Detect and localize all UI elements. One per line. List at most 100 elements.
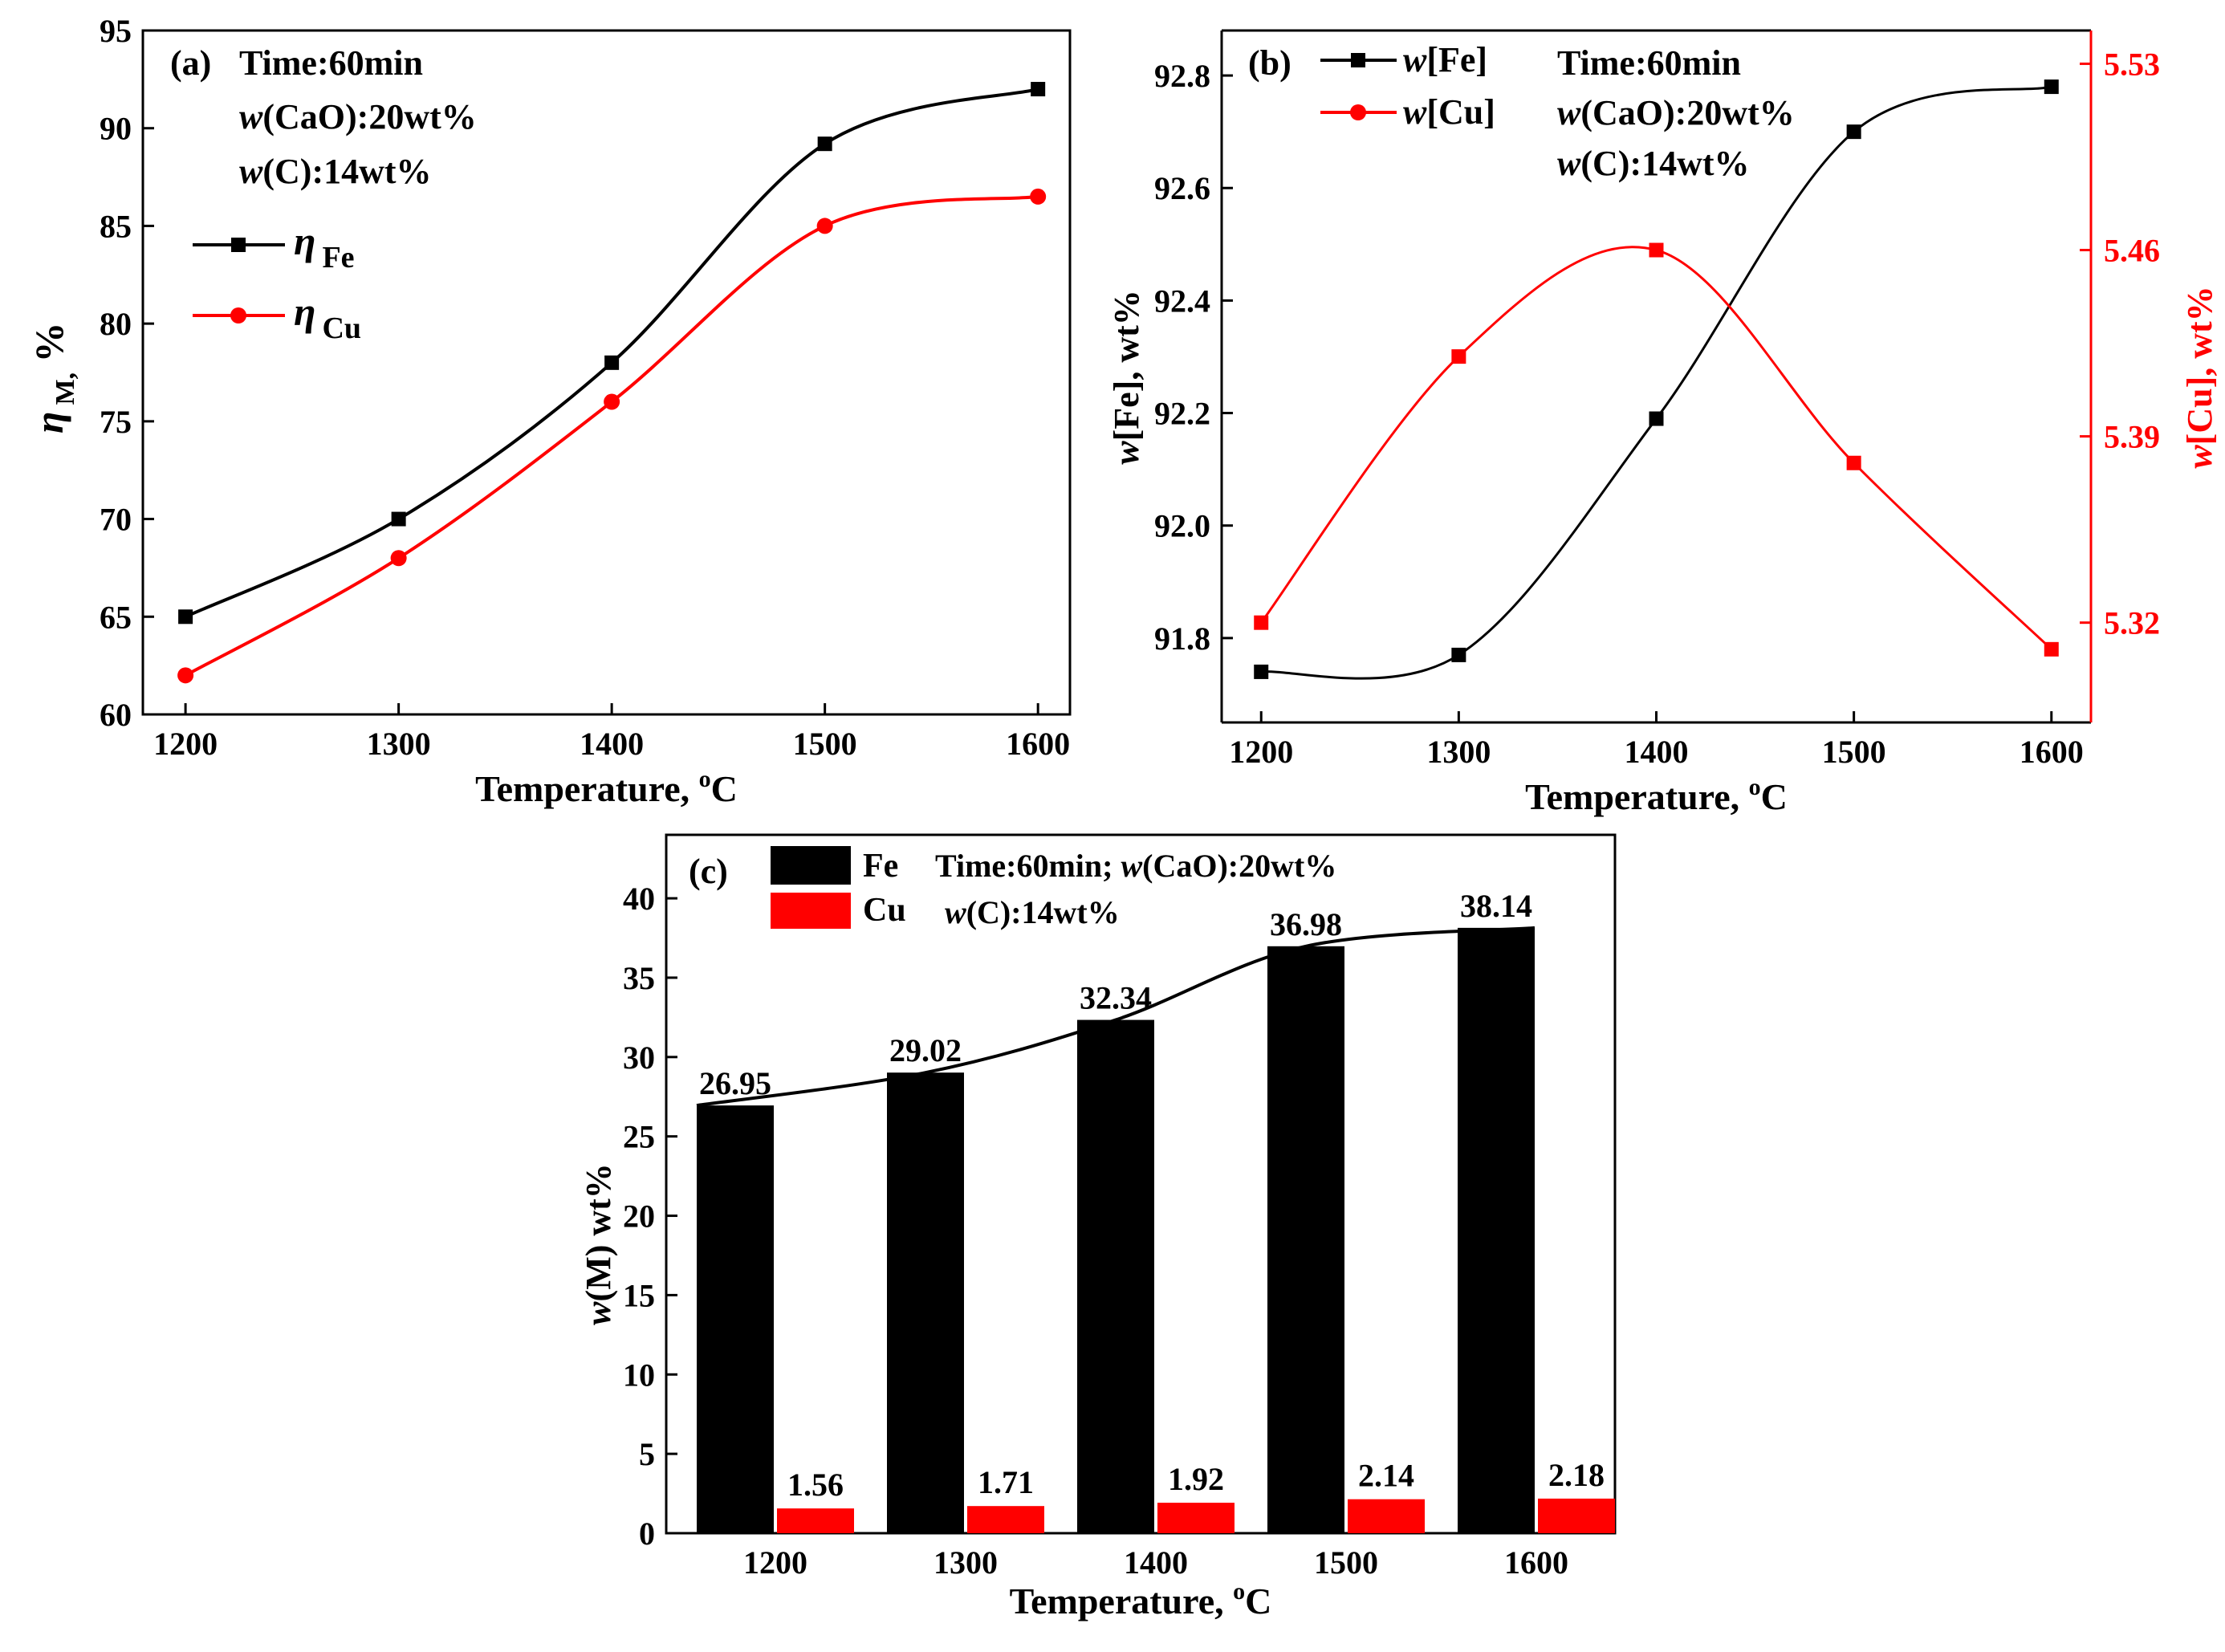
- x-tick-label: 1500: [1822, 734, 1886, 770]
- series-line-cu: [185, 194, 1039, 677]
- y-tick-label: 75: [100, 404, 132, 440]
- y-right-tick-label: 5.53: [2104, 46, 2160, 82]
- legend-marker: [1351, 53, 1365, 67]
- bar-cu-label: 1.92: [1168, 1461, 1224, 1497]
- legend-label-fe: Fe: [863, 848, 898, 885]
- bar-fe-label: 36.98: [1270, 906, 1342, 942]
- bar-cu-label: 2.14: [1358, 1458, 1414, 1494]
- x-tick-label: 1600: [1504, 1544, 1568, 1581]
- y-axis-title: ηM, %: [26, 322, 80, 433]
- data-point: [1254, 615, 1269, 630]
- y-tick-label: 5: [639, 1436, 655, 1472]
- y-right-tick-label: 5.39: [2104, 419, 2160, 455]
- legend-swatch-cu: [771, 893, 851, 929]
- bar-fe: [1267, 946, 1344, 1533]
- x-tick-label: 1600: [1006, 726, 1070, 762]
- bar-cu: [967, 1506, 1044, 1533]
- bar-fe: [887, 1072, 964, 1533]
- y-tick-label: 40: [623, 881, 655, 917]
- data-point: [178, 609, 193, 625]
- bar-cu-label: 2.18: [1548, 1457, 1605, 1493]
- y-tick-label: 20: [623, 1198, 655, 1235]
- panel-label: (b): [1248, 43, 1291, 83]
- legend-label-cu: Cu: [863, 892, 906, 929]
- data-point: [177, 667, 194, 684]
- data-point: [604, 393, 620, 410]
- y-tick-label: 95: [100, 13, 132, 49]
- y-tick-label: 92.0: [1154, 508, 1210, 544]
- bar-fe-label: 26.95: [699, 1065, 771, 1101]
- y-tick-label: 92.8: [1154, 58, 1210, 94]
- panel-label: (a): [170, 43, 211, 83]
- y-axis-title: w(M) wt%: [579, 1163, 618, 1325]
- annotation-carbon: w(C):14wt%: [945, 894, 1120, 930]
- y-tick-label: 30: [623, 1040, 655, 1076]
- data-point: [1846, 124, 1861, 140]
- bar-fe-label: 29.02: [889, 1032, 962, 1068]
- annotation-time: Time:60min: [1557, 43, 1741, 83]
- data-point: [817, 136, 832, 152]
- x-tick-label: 1500: [793, 726, 857, 762]
- panel-a-plot-frame: [141, 29, 1072, 716]
- y-axis-title: w[Fe], wt%: [1107, 290, 1146, 465]
- y-tick-label: 15: [623, 1277, 655, 1313]
- data-point: [816, 218, 833, 234]
- bar-cu: [1348, 1499, 1425, 1533]
- y-tick-label: 92.2: [1154, 396, 1210, 432]
- x-tick-label: 1200: [1229, 734, 1293, 770]
- legend-label: η Fe: [294, 218, 355, 275]
- x-axis-title: Temperature, oC: [475, 766, 738, 809]
- legend-label: w[Fe]: [1403, 40, 1487, 79]
- y-right-tick-label: 5.32: [2104, 605, 2160, 641]
- y-tick-label: 60: [100, 697, 132, 733]
- annotation-cao: w(CaO):20wt%: [239, 97, 477, 136]
- data-point: [1031, 82, 1046, 97]
- x-axis-title: Temperature, oC: [1010, 1578, 1272, 1621]
- annotation-carbon: w(C):14wt%: [1557, 144, 1750, 183]
- y-tick-label: 91.8: [1154, 621, 1210, 657]
- y-tick-label: 0: [639, 1516, 655, 1552]
- annotation-cao: w(CaO):20wt%: [1557, 93, 1795, 132]
- legend-marker: [1350, 104, 1366, 120]
- annotation-time-cao: Time:60min; w(CaO):20wt%: [935, 848, 1336, 884]
- x-tick-label: 1200: [153, 726, 218, 762]
- bar-cu: [1538, 1498, 1615, 1533]
- x-tick-label: 1300: [1426, 734, 1491, 770]
- bar-cu: [1157, 1503, 1235, 1533]
- series-line-cu: [1260, 246, 2052, 650]
- bar-fe-label: 38.14: [1460, 888, 1532, 924]
- legend-label: w[Cu]: [1403, 92, 1495, 132]
- panel-a: 60 65 70 75 80 85 90 95 1200 1300 1400 1500 1600 Temp…: [26, 13, 1072, 809]
- x-tick-label: 1300: [934, 1544, 998, 1581]
- legend-marker: [231, 238, 246, 252]
- bar-cu-label: 1.56: [787, 1467, 844, 1503]
- y-tick-label: 10: [623, 1357, 655, 1393]
- y-tick-label: 35: [623, 960, 655, 996]
- bar-fe: [1458, 927, 1535, 1533]
- data-point: [391, 511, 406, 527]
- x-tick-label: 1500: [1314, 1544, 1378, 1581]
- bar-cu-label: 1.71: [978, 1464, 1034, 1500]
- legend-swatch-fe: [771, 846, 851, 885]
- data-point: [1649, 411, 1664, 426]
- data-point: [1451, 349, 1466, 364]
- y-tick-label: 92.6: [1154, 170, 1210, 206]
- x-tick-label: 1300: [367, 726, 431, 762]
- x-tick-label: 1600: [2020, 734, 2084, 770]
- data-point: [2044, 641, 2059, 657]
- panel-label: (c): [689, 852, 728, 891]
- panel-b: 91.8 92.0 92.2 92.4 92.6 92.8 5.32 5.39 5.46 5.53…: [1107, 29, 2219, 817]
- x-tick-label: 1200: [743, 1544, 807, 1581]
- y-tick-label: 25: [623, 1119, 655, 1155]
- data-point: [1649, 242, 1664, 258]
- fe-trend-line: [696, 926, 1536, 1108]
- y-tick-label: 90: [100, 111, 132, 147]
- y-right-axis-title: w[Cu], wt%: [2180, 286, 2219, 468]
- bar-cu: [777, 1508, 854, 1533]
- x-tick-label: 1400: [580, 726, 644, 762]
- y-tick-label: 92.4: [1154, 283, 1210, 319]
- data-point: [1030, 188, 1047, 205]
- y-tick-label: 85: [100, 208, 132, 244]
- y-tick-label: 80: [100, 306, 132, 342]
